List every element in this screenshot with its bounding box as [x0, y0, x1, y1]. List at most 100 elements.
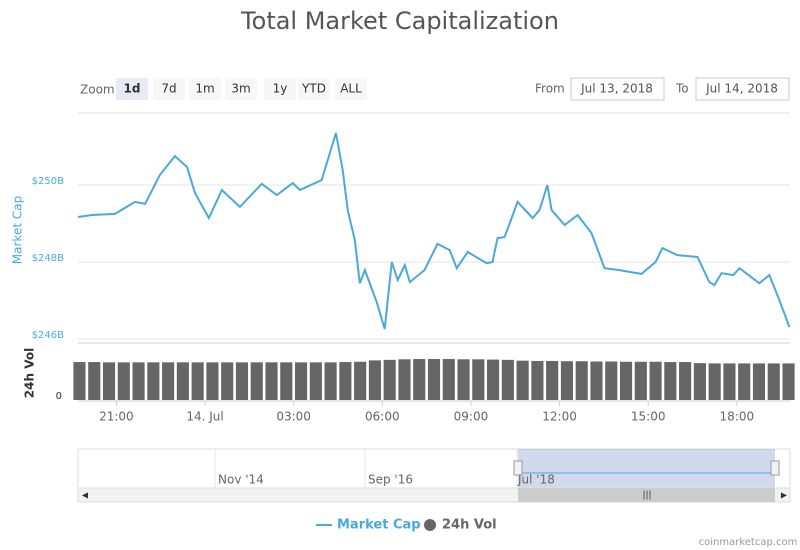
volume-bar — [162, 362, 175, 400]
legend-label[interactable]: Market Cap — [337, 518, 421, 533]
volume-bar — [206, 362, 219, 400]
volume-bar — [472, 359, 485, 400]
to-input[interactable] — [695, 77, 790, 101]
zoom-button-label[interactable]: 1y — [273, 82, 288, 96]
navigator-handle[interactable] — [513, 460, 523, 476]
volume-bar — [324, 362, 337, 400]
volume-bar — [117, 362, 130, 400]
zoom-button[interactable] — [335, 78, 367, 100]
volume-bar — [649, 361, 662, 400]
volume-bar — [560, 361, 574, 400]
to-label: To — [675, 82, 689, 96]
scrollbar-grip: ||| — [642, 491, 651, 501]
chart-title: Total Market Capitalization — [240, 7, 559, 35]
volume-bar — [442, 359, 455, 400]
from-value[interactable]: Jul 13, 2018 — [580, 82, 653, 96]
volume-bar — [752, 363, 766, 400]
volume-bar — [531, 360, 544, 400]
volume-bar — [767, 363, 780, 400]
volume-bar — [88, 362, 101, 400]
volume-bar — [605, 361, 618, 400]
volume-bar — [383, 359, 396, 400]
legend-label[interactable]: 24h Vol — [442, 518, 497, 533]
volume-bar — [294, 362, 308, 400]
volume-bar — [693, 363, 706, 400]
navigator-label: Sep '16 — [368, 473, 413, 487]
zoom-button-label[interactable]: 7d — [161, 82, 176, 96]
volume-bar — [132, 362, 145, 400]
x-tick-label: 12:00 — [542, 410, 577, 424]
zoom-button-label[interactable]: ALL — [340, 82, 362, 96]
x-tick-label: 18:00 — [720, 410, 755, 424]
to-value[interactable]: Jul 14, 2018 — [705, 82, 778, 96]
y-tick-label: $248B — [32, 253, 64, 264]
volume-bar — [457, 359, 470, 400]
volume-bar — [546, 360, 559, 400]
legend-symbol[interactable] — [424, 519, 436, 531]
y2-axis-title: 24h Vol — [23, 348, 37, 398]
zoom-button[interactable] — [116, 78, 148, 100]
volume-bar — [516, 360, 529, 400]
from-input[interactable] — [570, 77, 665, 101]
volume-bar — [575, 361, 588, 400]
scroll-right[interactable]: ▶ — [781, 491, 788, 500]
market-cap-line — [77, 132, 791, 330]
volume-bar — [73, 362, 86, 400]
volume-bar — [280, 362, 293, 400]
x-tick-label: 15:00 — [631, 410, 666, 424]
y-tick-label: $250B — [32, 176, 64, 187]
volume-bar — [427, 359, 441, 400]
zoom-button[interactable] — [189, 78, 221, 100]
scroll-left[interactable]: ◀ — [82, 491, 89, 500]
volume-bar — [501, 359, 514, 400]
zoom-label: Zoom — [80, 83, 115, 97]
volume-bar — [679, 362, 692, 400]
volume-bar — [354, 361, 367, 400]
scrollbar-thumb[interactable] — [518, 488, 775, 502]
volume-bar — [590, 361, 603, 400]
zoom-button[interactable] — [225, 78, 257, 100]
navigator-selection[interactable] — [518, 449, 775, 488]
y2-tick-label: 0 — [56, 391, 62, 402]
volume-bar — [413, 359, 426, 400]
x-tick-label: 09:00 — [454, 410, 489, 424]
x-tick-label: 21:00 — [99, 410, 134, 424]
credits[interactable]: coinmarketcap.com — [699, 537, 798, 548]
zoom-button[interactable] — [153, 78, 185, 100]
volume-bar — [147, 362, 160, 400]
volume-bar — [723, 363, 736, 400]
navigator-handle[interactable] — [770, 460, 780, 476]
volume-bar — [634, 361, 647, 400]
zoom-button[interactable] — [264, 78, 296, 100]
volume-bar — [398, 359, 411, 400]
volume-bar — [708, 363, 721, 400]
volume-bar — [619, 361, 633, 400]
volume-bar — [102, 362, 116, 400]
zoom-button-label[interactable]: 1m — [195, 82, 214, 96]
zoom-button[interactable] — [298, 78, 330, 100]
volume-bar — [235, 362, 249, 400]
zoom-button-label[interactable]: YTD — [301, 82, 326, 96]
volume-bar — [487, 359, 500, 400]
volume-bar — [250, 362, 263, 400]
navigator — [77, 448, 791, 489]
zoom-button-label[interactable]: 1d — [124, 82, 141, 96]
volume-bar — [664, 362, 677, 400]
x-tick-label: 14. Jul — [186, 410, 223, 424]
x-tick-label: 03:00 — [276, 410, 311, 424]
volume-bar — [176, 362, 189, 400]
y-tick-label: $246B — [32, 330, 64, 341]
volume-bar — [265, 362, 278, 400]
volume-bar — [738, 363, 751, 400]
from-label: From — [535, 82, 565, 96]
y-axis-title: Market Cap — [11, 196, 25, 264]
navigator-label: Nov '14 — [218, 473, 264, 487]
volume-bar — [309, 362, 322, 400]
volume-bar — [339, 362, 352, 400]
volume-bar — [191, 362, 204, 400]
navigator-label: Jul '18 — [517, 473, 555, 487]
zoom-button-label[interactable]: 3m — [231, 82, 250, 96]
volume-bar — [368, 360, 381, 400]
x-tick-label: 06:00 — [365, 410, 400, 424]
